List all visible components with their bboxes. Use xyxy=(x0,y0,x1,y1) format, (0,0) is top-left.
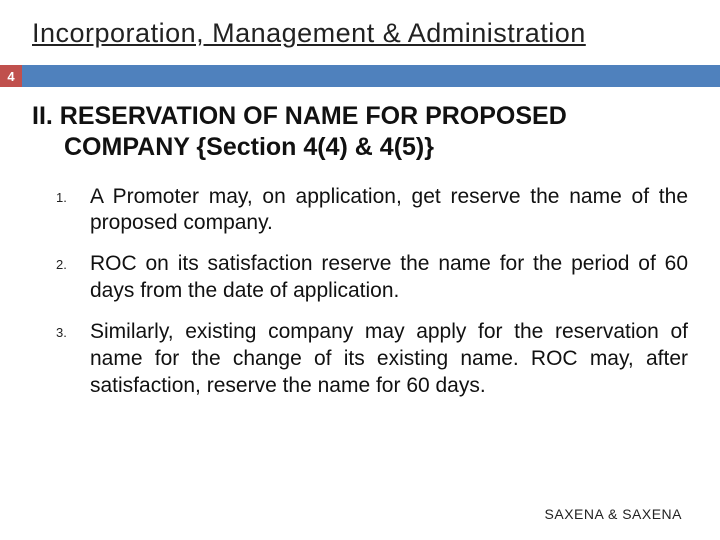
list-item-text: A Promoter may, on application, get rese… xyxy=(90,184,688,238)
section-heading: II. RESERVATION OF NAME FOR PROPOSED COM… xyxy=(30,101,690,164)
header-bar-fill xyxy=(22,65,720,87)
content-area: II. RESERVATION OF NAME FOR PROPOSED COM… xyxy=(0,87,720,400)
page-number-badge: 4 xyxy=(0,65,22,87)
list-item: 1. A Promoter may, on application, get r… xyxy=(32,184,688,238)
list-item-number: 2. xyxy=(32,251,90,305)
numbered-list: 1. A Promoter may, on application, get r… xyxy=(30,184,690,400)
list-item-number: 1. xyxy=(32,184,90,238)
list-item: 2. ROC on its satisfaction reserve the n… xyxy=(32,251,688,305)
section-heading-line2: COMPANY {Section 4(4) & 4(5)} xyxy=(32,132,690,163)
list-item-text: ROC on its satisfaction reserve the name… xyxy=(90,251,688,305)
footer-credit: SAXENA & SAXENA xyxy=(545,506,682,522)
header-bar: 4 xyxy=(0,65,720,87)
slide-title: Incorporation, Management & Administrati… xyxy=(0,0,720,49)
list-item-text: Similarly, existing company may apply fo… xyxy=(90,319,688,400)
section-heading-line1: II. RESERVATION OF NAME FOR PROPOSED xyxy=(32,102,567,130)
list-item-number: 3. xyxy=(32,319,90,400)
list-item: 3. Similarly, existing company may apply… xyxy=(32,319,688,400)
